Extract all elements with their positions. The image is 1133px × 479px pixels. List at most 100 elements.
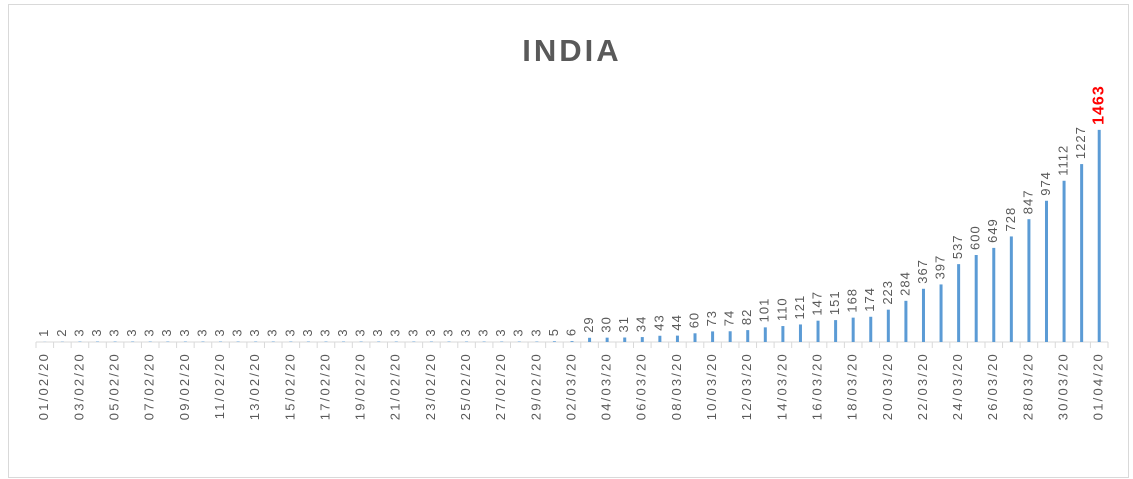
value-label: 43 bbox=[651, 314, 666, 330]
bar bbox=[623, 337, 627, 342]
x-tick-label: 22/03/20 bbox=[915, 352, 930, 420]
bar bbox=[939, 284, 943, 342]
bar bbox=[746, 330, 750, 342]
value-label: 3 bbox=[212, 328, 227, 336]
value-label: 3 bbox=[493, 328, 508, 336]
value-label: 1463 bbox=[1090, 85, 1107, 125]
value-label: 101 bbox=[757, 298, 772, 323]
value-label: 397 bbox=[932, 255, 947, 280]
value-label: 3 bbox=[353, 328, 368, 336]
x-tick-label: 03/02/20 bbox=[71, 352, 86, 420]
value-label: 3 bbox=[71, 328, 86, 336]
bar bbox=[992, 247, 996, 342]
x-tick-label: 10/03/20 bbox=[704, 352, 719, 420]
bar bbox=[886, 309, 890, 342]
bar bbox=[1062, 180, 1066, 342]
value-label: 29 bbox=[581, 316, 596, 332]
x-tick-label: 15/02/20 bbox=[282, 352, 297, 420]
value-label: 2 bbox=[54, 328, 69, 336]
value-label: 73 bbox=[704, 310, 719, 326]
value-label: 1112 bbox=[1056, 145, 1071, 176]
value-label: 174 bbox=[862, 287, 877, 312]
value-label: 3 bbox=[370, 328, 385, 336]
x-tick-label: 24/03/20 bbox=[950, 352, 965, 420]
value-label: 974 bbox=[1038, 171, 1053, 196]
value-label: 30 bbox=[599, 316, 614, 332]
value-label: 3 bbox=[142, 328, 157, 336]
x-tick-label: 06/03/20 bbox=[634, 352, 649, 420]
bar bbox=[640, 337, 644, 342]
bar bbox=[763, 327, 767, 342]
value-label: 3 bbox=[528, 328, 543, 336]
value-label: 151 bbox=[827, 290, 842, 315]
value-label: 3 bbox=[458, 328, 473, 336]
x-tick-label: 04/03/20 bbox=[599, 352, 614, 420]
x-tick-label: 14/03/20 bbox=[774, 352, 789, 420]
x-tick-label: 13/02/20 bbox=[247, 352, 262, 420]
value-label: 44 bbox=[669, 314, 684, 330]
bar bbox=[957, 264, 961, 342]
bar bbox=[675, 335, 679, 342]
value-label: 110 bbox=[774, 297, 789, 321]
x-tick-label: 02/03/20 bbox=[563, 352, 578, 420]
value-label: 1227 bbox=[1073, 126, 1088, 159]
value-label: 3 bbox=[335, 328, 350, 336]
value-label: 3 bbox=[300, 328, 315, 336]
value-label: 600 bbox=[968, 225, 983, 250]
bar bbox=[834, 320, 838, 342]
value-label: 1 bbox=[36, 329, 51, 337]
value-label: 82 bbox=[739, 309, 754, 325]
value-label: 3 bbox=[476, 328, 491, 336]
value-label: 3 bbox=[124, 328, 139, 336]
bar bbox=[693, 333, 697, 342]
bar bbox=[1027, 219, 1031, 342]
bar bbox=[921, 288, 925, 342]
bar bbox=[1044, 200, 1048, 342]
x-tick-label: 07/02/20 bbox=[142, 352, 157, 420]
value-label: 60 bbox=[686, 312, 701, 328]
bar bbox=[728, 331, 732, 342]
value-label: 3 bbox=[317, 328, 332, 336]
value-label: 284 bbox=[897, 271, 912, 296]
chart-border bbox=[8, 4, 1129, 478]
value-label: 3 bbox=[247, 328, 262, 336]
value-label: 3 bbox=[107, 328, 122, 336]
bar bbox=[1097, 129, 1101, 342]
value-label: 31 bbox=[616, 316, 631, 332]
value-label: 74 bbox=[722, 310, 737, 326]
bar bbox=[711, 331, 715, 342]
value-label: 6 bbox=[563, 328, 578, 336]
bar bbox=[1080, 164, 1084, 342]
bar bbox=[658, 335, 662, 342]
value-label: 3 bbox=[440, 328, 455, 336]
x-tick-label: 27/02/20 bbox=[493, 352, 508, 420]
value-label: 3 bbox=[511, 328, 526, 336]
value-label: 3 bbox=[388, 328, 403, 336]
value-label: 3 bbox=[159, 328, 174, 336]
x-tick-label: 05/02/20 bbox=[107, 352, 122, 420]
value-label: 3 bbox=[423, 328, 438, 336]
value-label: 34 bbox=[634, 316, 649, 332]
value-label: 3 bbox=[405, 328, 420, 336]
value-label: 728 bbox=[1003, 207, 1018, 232]
x-tick-label: 29/02/20 bbox=[528, 352, 543, 420]
value-label: 3 bbox=[177, 328, 192, 336]
value-label: 223 bbox=[880, 280, 895, 305]
bar bbox=[570, 341, 574, 342]
x-tick-label: 01/04/20 bbox=[1091, 352, 1106, 420]
bar bbox=[869, 316, 873, 342]
value-label: 168 bbox=[845, 288, 860, 313]
bar bbox=[1009, 236, 1013, 342]
bar bbox=[588, 337, 592, 342]
value-label: 121 bbox=[792, 295, 807, 320]
value-label: 649 bbox=[985, 218, 1000, 243]
value-label: 3 bbox=[230, 328, 245, 336]
value-label: 537 bbox=[950, 234, 965, 259]
value-label: 3 bbox=[265, 328, 280, 336]
x-tick-label: 28/03/20 bbox=[1020, 352, 1035, 420]
bar bbox=[781, 326, 785, 342]
x-tick-label: 21/02/20 bbox=[388, 352, 403, 420]
x-tick-label: 25/02/20 bbox=[458, 352, 473, 420]
bar bbox=[851, 317, 855, 342]
